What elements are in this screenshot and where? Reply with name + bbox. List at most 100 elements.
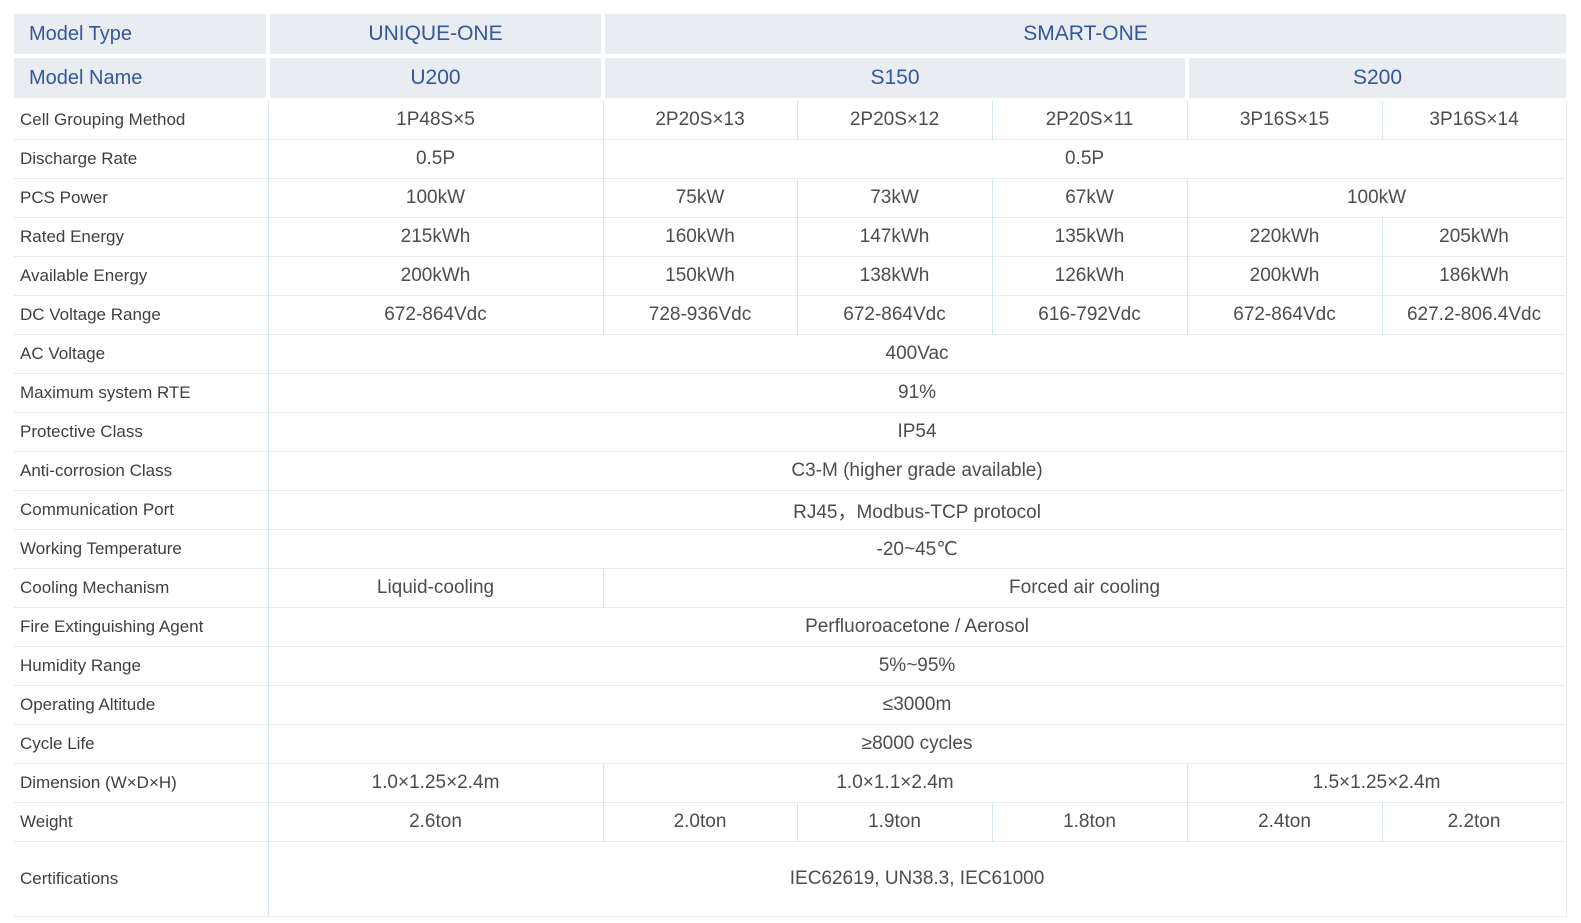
spec-value: Perfluoroacetone / Aerosol — [267, 607, 1567, 647]
spec-row: Available Energy 200kWh 150kWh 138kWh 126kWh… — [14, 256, 1567, 296]
spec-row: Working Temperature -20~45℃ — [14, 529, 1567, 569]
spec-value: 100kW — [267, 178, 603, 218]
spec-value: 616-792Vdc — [991, 295, 1187, 335]
spec-value: 200kWh — [1186, 256, 1382, 296]
spec-value: 2P20S×11 — [991, 99, 1187, 140]
row-label: Working Temperature — [14, 529, 268, 569]
spec-value: -20~45℃ — [267, 529, 1567, 569]
row-label: Cell Grouping Method — [20, 110, 186, 129]
spec-row: AC Voltage 400Vac — [14, 334, 1567, 374]
row-label: Cooling Mechanism — [14, 568, 268, 608]
spec-value: 728-936Vdc — [602, 295, 797, 335]
row-label: DC Voltage Range — [14, 295, 268, 335]
row-label: Anti-corrosion Class — [14, 451, 268, 491]
spec-row: DC Voltage Range 672-864Vdc 728-936Vdc 672-… — [14, 295, 1567, 335]
spec-value: 138kWh — [796, 256, 992, 296]
spec-row: Humidity Range 5%~95% — [14, 646, 1567, 686]
table-header: Model Type UNIQUE-ONE SMART-ONE Model Na… — [14, 14, 1567, 101]
spec-value: 2.0ton — [602, 802, 797, 842]
spec-value: 2P20S×12 — [796, 99, 992, 140]
brand-unique-one: UNIQUE-ONE — [266, 14, 603, 58]
spec-value: 2.2ton — [1381, 802, 1567, 842]
spec-row: Fire Extinguishing Agent Perfluoroacetone… — [14, 607, 1567, 647]
row-label: Certifications — [14, 841, 268, 917]
spec-table: Model Type UNIQUE-ONE SMART-ONE Model Na… — [14, 14, 1567, 917]
spec-value: 200kWh — [267, 256, 603, 296]
spec-row: Anti-corrosion Class C3-M (higher grade a… — [14, 451, 1567, 491]
spec-value: 672-864Vdc — [267, 295, 603, 335]
spec-value: 1.8ton — [991, 802, 1187, 842]
spec-value: IP54 — [267, 412, 1567, 452]
model-name-label: Model Name — [14, 56, 268, 101]
row-label: PCS Power — [14, 178, 268, 218]
spec-value: C3-M (higher grade available) — [267, 451, 1567, 491]
spec-value: 1P48S×5 — [267, 99, 603, 140]
spec-row: Maximum system RTE 91% — [14, 373, 1567, 413]
spec-value: 73kW — [796, 178, 992, 218]
spec-value: 91% — [267, 373, 1567, 413]
row-label: Maximum system RTE — [14, 373, 268, 413]
spec-value: 205kWh — [1381, 217, 1567, 257]
spec-value: Liquid-cooling — [267, 568, 603, 608]
spec-value: 150kWh — [602, 256, 797, 296]
spec-row: Dimension (W×D×H) 1.0×1.25×2.4m 1.0×1.1×2.… — [14, 763, 1567, 803]
model-type-row: Model Type UNIQUE-ONE SMART-ONE — [14, 14, 1567, 58]
row-label: Protective Class — [14, 412, 268, 452]
spec-value: IEC62619, UN38.3, IEC61000 — [267, 841, 1567, 917]
row-label: Dimension (W×D×H) — [14, 763, 268, 803]
spec-value: ≥8000 cycles — [267, 724, 1567, 764]
spec-value: 135kWh — [991, 217, 1187, 257]
row-label: Cycle Life — [14, 724, 268, 764]
spec-value: 1.0×1.1×2.4m — [602, 763, 1187, 803]
spec-value: RJ45，Modbus-TCP protocol — [267, 490, 1567, 530]
spec-value: 2.4ton — [1186, 802, 1382, 842]
spec-value: 160kWh — [602, 217, 797, 257]
row-label: Weight — [14, 802, 268, 842]
spec-row: Discharge Rate 0.5P 0.5P — [14, 139, 1567, 179]
model-s200: S200 — [1184, 56, 1567, 101]
row-label: AC Voltage — [14, 334, 268, 374]
spec-value: 147kWh — [796, 217, 992, 257]
spec-value: 67kW — [991, 178, 1187, 218]
spec-value: Forced air cooling — [602, 568, 1567, 608]
row-label: Rated Energy — [14, 217, 268, 257]
model-s150: S150 — [601, 56, 1187, 101]
row-label: Communication Port — [14, 490, 268, 530]
spec-value: 0.5P — [602, 139, 1567, 179]
spec-value: 3P16S×15 — [1186, 99, 1382, 140]
spec-row: Operating Altitude ≤3000m — [14, 685, 1567, 725]
spec-row: Weight 2.6ton 2.0ton 1.9ton 1.8ton 2.4ton 2.2t… — [14, 802, 1567, 842]
model-name-row: Model Name U200 S150 S200 — [14, 56, 1567, 101]
spec-value: 215kWh — [267, 217, 603, 257]
spec-value: 100kW — [1186, 178, 1567, 218]
row-label: Humidity Range — [14, 646, 268, 686]
spec-value: 672-864Vdc — [796, 295, 992, 335]
spec-value: 2P20S×13 — [602, 99, 797, 140]
spec-row: Protective Class IP54 — [14, 412, 1567, 452]
spec-row: Communication Port RJ45，Modbus-TCP protoc… — [14, 490, 1567, 530]
table-body: Cell Grouping Method 1P48S×5 2P20S×13 2P20S… — [14, 99, 1567, 917]
spec-value: 126kWh — [991, 256, 1187, 296]
spec-value: 186kWh — [1381, 256, 1567, 296]
spec-value: 0.5P — [267, 139, 603, 179]
spec-value: 1.0×1.25×2.4m — [267, 763, 603, 803]
brand-smart-one: SMART-ONE — [600, 14, 1567, 58]
spec-value: 627.2-806.4Vdc — [1381, 295, 1567, 335]
spec-value: ≤3000m — [267, 685, 1567, 725]
spec-row: Certifications IEC62619, UN38.3, IEC61000 — [14, 841, 1567, 917]
model-u200: U200 — [266, 56, 603, 101]
spec-row: Cycle Life ≥8000 cycles — [14, 724, 1567, 764]
spec-value: 1.9ton — [796, 802, 992, 842]
spec-row: PCS Power 100kW 75kW 73kW 67kW 100kW — [14, 178, 1567, 218]
spec-value: 75kW — [602, 178, 797, 218]
spec-value: 5%~95% — [267, 646, 1567, 686]
row-label: Discharge Rate — [14, 139, 268, 179]
spec-value: 672-864Vdc — [1186, 295, 1382, 335]
spec-value: 3P16S×14 — [1381, 99, 1567, 140]
row-label: Fire Extinguishing Agent — [14, 607, 268, 647]
spec-row: Cell Grouping Method 1P48S×5 2P20S×13 2P20S… — [14, 99, 1567, 140]
spec-value: 220kWh — [1186, 217, 1382, 257]
spec-value: 1.5×1.25×2.4m — [1186, 763, 1567, 803]
row-label: Operating Altitude — [14, 685, 268, 725]
